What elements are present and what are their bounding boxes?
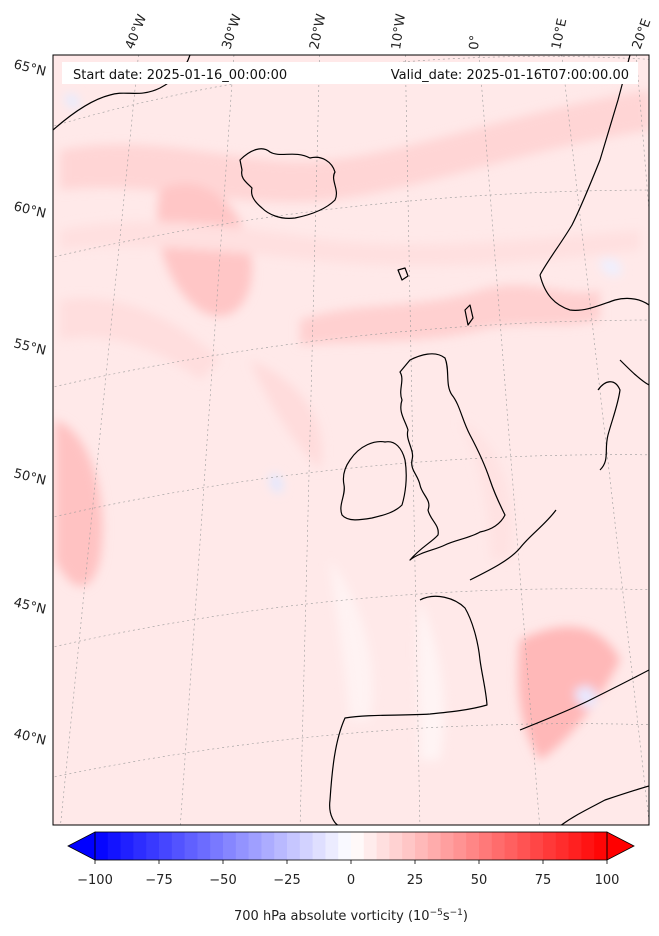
- colorbar-tick-label: 50: [471, 873, 488, 888]
- colorbar-cell: [517, 832, 531, 860]
- colorbar-cell: [530, 832, 544, 860]
- colorbar-tick-label: 100: [595, 873, 620, 888]
- colorbar-cell: [133, 832, 147, 860]
- colorbar-tick-label: 25: [407, 873, 424, 888]
- mediterranean-coast: [560, 785, 649, 825]
- lon-label-20w: 20°W: [307, 12, 329, 50]
- colorbar-tick-label: 0: [347, 873, 355, 888]
- colorbar-cell: [504, 832, 518, 860]
- colorbar-cell: [197, 832, 211, 860]
- lon-label-30w: 30°W: [220, 12, 245, 51]
- colorbar-cells: [95, 832, 608, 860]
- lat-label-60n: 60°N: [12, 199, 47, 221]
- lat-label-55n: 55°N: [12, 336, 47, 358]
- colorbar: −100 −75 −50 −25 0 25 50 75 100 700 hPa absolute…: [67, 831, 635, 924]
- colorbar-cell: [594, 832, 608, 860]
- colorbar-cell: [389, 832, 403, 860]
- colorbar-tick-label: −100: [77, 873, 113, 888]
- colorbar-cell: [235, 832, 250, 860]
- colorbar-cell: [479, 832, 493, 860]
- colorbar-cell: [261, 832, 275, 860]
- colorbar-label: 700 hPa absolute vorticity (10−5s−1): [234, 908, 468, 924]
- lon-label-40w: 40°W: [123, 12, 150, 51]
- lon-label-0: 0°: [467, 34, 483, 50]
- colorbar-tick-label: −25: [273, 873, 300, 888]
- colorbar-cell: [415, 832, 429, 860]
- norway-south-coast: [539, 274, 649, 311]
- valid-date-label: Valid_date: 2025-01-16T07:00:00.00: [391, 68, 629, 83]
- great-britain-coast: [399, 353, 506, 561]
- scandinavia-coast: [539, 55, 631, 276]
- colorbar-cell: [555, 832, 570, 860]
- colorbar-cell: [248, 832, 262, 860]
- colorbar-cell: [312, 832, 326, 860]
- colorbar-cell: [325, 832, 339, 860]
- faroe-islands: [397, 267, 409, 281]
- denmark-coast: [597, 381, 621, 471]
- vorticity-field: [55, 90, 649, 760]
- baltic-coast: [619, 359, 649, 386]
- lat-label-45n: 45°N: [12, 595, 47, 617]
- longitude-labels: 40°W 30°W 20°W 10°W 0° 10°E 20°E: [123, 12, 655, 51]
- north-africa-coast: [519, 669, 649, 731]
- colorbar-cell: [171, 832, 186, 860]
- colorbar-cell: [146, 832, 160, 860]
- colorbar-cell: [427, 832, 442, 860]
- colorbar-cell: [568, 832, 582, 860]
- colorbar-cell: [338, 832, 352, 860]
- lon-label-20e: 20°E: [630, 17, 655, 52]
- lat-label-50n: 50°N: [12, 466, 47, 488]
- latitude-labels: 65°N 60°N 55°N 50°N 45°N 40°N: [12, 57, 47, 748]
- colorbar-cell: [120, 832, 134, 860]
- iceland-coast: [239, 148, 338, 219]
- colorbar-cell: [402, 832, 416, 860]
- france-coast: [469, 509, 557, 581]
- lon-label-10w: 10°W: [389, 13, 409, 51]
- shetland: [464, 304, 474, 326]
- colorbar-cell: [491, 832, 506, 860]
- colorbar-ticks: −100 −75 −50 −25 0 25 50 75 100: [77, 860, 619, 888]
- colorbar-cell: [274, 832, 288, 860]
- lat-label-65n: 65°N: [12, 57, 47, 79]
- colorbar-cell: [287, 832, 301, 860]
- colorbar-cell: [107, 832, 122, 860]
- colorbar-cell: [223, 832, 237, 860]
- colorbar-cell: [95, 832, 109, 860]
- colorbar-tick-label: 75: [535, 873, 552, 888]
- colorbar-cell: [466, 832, 480, 860]
- colorbar-cell: [210, 832, 224, 860]
- europe-mainland-coast: [329, 595, 488, 825]
- lon-label-10e: 10°E: [549, 17, 570, 51]
- colorbar-cell: [581, 832, 595, 860]
- coastlines: [53, 55, 649, 825]
- colorbar-cell: [543, 832, 557, 860]
- colorbar-tick-label: −75: [145, 873, 172, 888]
- lat-label-40n: 40°N: [12, 726, 47, 748]
- colorbar-cell: [299, 832, 314, 860]
- colorbar-cell: [453, 832, 467, 860]
- map-frame: [52, 54, 650, 826]
- colorbar-tick-label: −50: [209, 873, 236, 888]
- colorbar-cell: [363, 832, 378, 860]
- ireland-coast: [340, 440, 407, 521]
- colorbar-cell: [184, 832, 198, 860]
- start-date-label: Start date: 2025-01-16_00:00:00: [73, 68, 287, 83]
- colorbar-cell: [440, 832, 454, 860]
- colorbar-cell: [351, 832, 365, 860]
- colorbar-left-extend: [67, 831, 96, 861]
- colorbar-cell: [159, 832, 173, 860]
- map-panel: Start date: 2025-01-16_00:00:00 Valid_da…: [52, 54, 650, 826]
- colorbar-right-extend: [606, 831, 635, 861]
- colorbar-cell: [376, 832, 390, 860]
- header-box: [62, 62, 638, 84]
